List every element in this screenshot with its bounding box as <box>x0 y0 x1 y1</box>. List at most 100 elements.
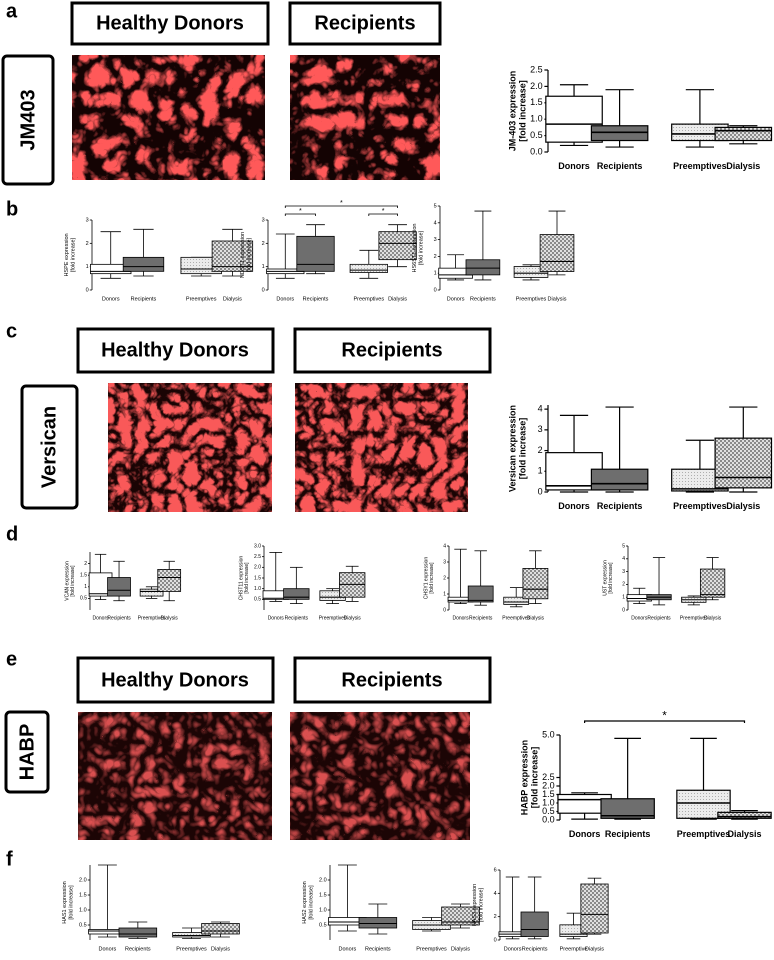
box <box>157 569 182 592</box>
y-tick-label: 2 <box>434 254 437 260</box>
x-tick-label: Dialysis <box>726 501 760 511</box>
x-tick-label: Donors <box>339 946 357 952</box>
y-tick-label: 0.5 <box>530 130 543 140</box>
y-tick-label: 0.5 <box>319 922 327 928</box>
box <box>172 932 211 938</box>
x-tick-label: Donors <box>558 161 590 171</box>
x-tick-label: Dialysis <box>451 946 470 952</box>
y-tick-label: 4 <box>443 543 446 549</box>
y-axis-label: [fold increase] <box>246 237 252 272</box>
x-tick-label: Dialysis <box>704 615 722 621</box>
y-tick-label: 4 <box>434 220 437 226</box>
y-axis-label: [fold increase] <box>518 80 528 142</box>
significance-bracket <box>284 205 398 208</box>
y-tick-label: 1.5 <box>80 573 87 579</box>
x-tick-label: Dialysis <box>527 615 545 621</box>
y-tick-label: 2 <box>494 914 497 920</box>
x-tick-label: Donors <box>504 946 522 952</box>
panel-letter: b <box>6 198 18 220</box>
x-tick-label: Donors <box>92 615 109 621</box>
y-tick-label: 2.5 <box>530 64 543 74</box>
y-tick-label: 1.0 <box>254 586 261 592</box>
y-axis-label: CHST11 expression <box>238 556 244 601</box>
box <box>590 125 649 142</box>
y-tick-label: 1 <box>86 264 89 270</box>
box <box>122 256 165 272</box>
y-tick-label: 0 <box>262 287 265 293</box>
x-tick-label: Recipients <box>597 161 643 171</box>
y-tick-label: 0 <box>538 486 543 496</box>
y-tick-label: 0 <box>443 607 446 613</box>
micrograph-stain <box>72 55 265 180</box>
x-tick-label: Recipients <box>285 615 309 621</box>
y-tick-label: 0.5 <box>542 806 555 816</box>
stain-label: JM403 <box>17 89 39 150</box>
x-tick-label: Dialysis <box>548 296 567 302</box>
x-tick-label: Preemptives <box>502 615 530 621</box>
y-axis-label: [fold increase] <box>308 885 314 920</box>
y-tick-label: 1 <box>443 591 446 597</box>
x-tick-label: Preemptive <box>560 946 588 952</box>
box <box>714 126 773 142</box>
x-tick-label: Dialysis <box>161 615 179 621</box>
y-tick-label: 0.5 <box>79 922 87 928</box>
x-tick-label: Recipients <box>303 296 329 302</box>
x-tick-label: Preemptives <box>673 161 727 171</box>
panel-letter: c <box>6 320 17 342</box>
header: Healthy Donors <box>101 669 249 691</box>
header-box <box>293 656 492 704</box>
x-tick-label: Preemptives <box>319 615 347 621</box>
box <box>465 259 501 276</box>
box <box>296 235 335 272</box>
stain-box <box>1 54 55 186</box>
x-tick-label: Recipients <box>605 829 651 839</box>
y-axis-label: JM-403 expression <box>507 71 517 152</box>
x-tick-label: Recipients <box>522 946 548 952</box>
y-axis-label: [fold increase] <box>70 565 76 597</box>
significance-label: * <box>662 710 667 723</box>
y-tick-label: 1 <box>622 595 625 601</box>
panel-letter: d <box>6 523 18 545</box>
y-tick-label: 0 <box>86 287 89 293</box>
y-tick-label: 1 <box>538 466 543 476</box>
box <box>467 585 494 603</box>
box <box>522 568 549 600</box>
y-axis-label: HS6ST1 expression <box>412 224 418 273</box>
x-tick-label: Donors <box>558 501 590 511</box>
y-tick-label: 3.0 <box>254 543 261 549</box>
x-tick-label: Preemptives <box>354 296 385 302</box>
x-tick-label: Recipients <box>597 501 643 511</box>
y-tick-label: 0.5 <box>254 597 261 603</box>
y-axis-label: [fold increase] <box>244 562 250 594</box>
y-tick-label: 1.5 <box>530 97 543 107</box>
y-axis-label: [fold increase] <box>608 562 614 594</box>
x-tick-label: Donors <box>631 615 648 621</box>
y-tick-label: 0 <box>622 607 625 613</box>
y-tick-label: 1.5 <box>319 892 327 898</box>
box <box>513 266 549 278</box>
y-tick-label: 3 <box>538 424 543 434</box>
y-tick-label: 0 <box>434 287 437 293</box>
y-axis-label: HAS2 expression <box>302 881 308 924</box>
micrograph-stain <box>108 383 272 512</box>
header-box <box>293 327 492 374</box>
stain-label: HABP <box>16 724 38 781</box>
micrograph-stain <box>78 712 272 840</box>
y-tick-label: 1 <box>434 271 437 277</box>
y-tick-label: 4 <box>622 556 625 562</box>
y-tick-label: 1.0 <box>79 907 87 913</box>
y-tick-label: 2.0 <box>542 780 555 790</box>
panel-letter: a <box>6 0 18 22</box>
significance-bracket <box>368 213 398 216</box>
y-tick-label: 2.0 <box>530 81 543 91</box>
x-tick-label: Dialysis <box>585 946 604 952</box>
y-tick-label: 5.0 <box>542 729 555 739</box>
y-tick-label: 1 <box>84 584 87 590</box>
y-axis-label: Versican expression <box>507 405 517 492</box>
y-tick-label: 2 <box>86 241 89 247</box>
x-tick-label: Donors <box>276 296 294 302</box>
y-axis-label: HSPE expression <box>64 233 70 276</box>
x-tick-label: Dialysis <box>726 161 760 171</box>
y-axis-label: [fold increase] <box>418 230 424 265</box>
box <box>118 927 158 938</box>
